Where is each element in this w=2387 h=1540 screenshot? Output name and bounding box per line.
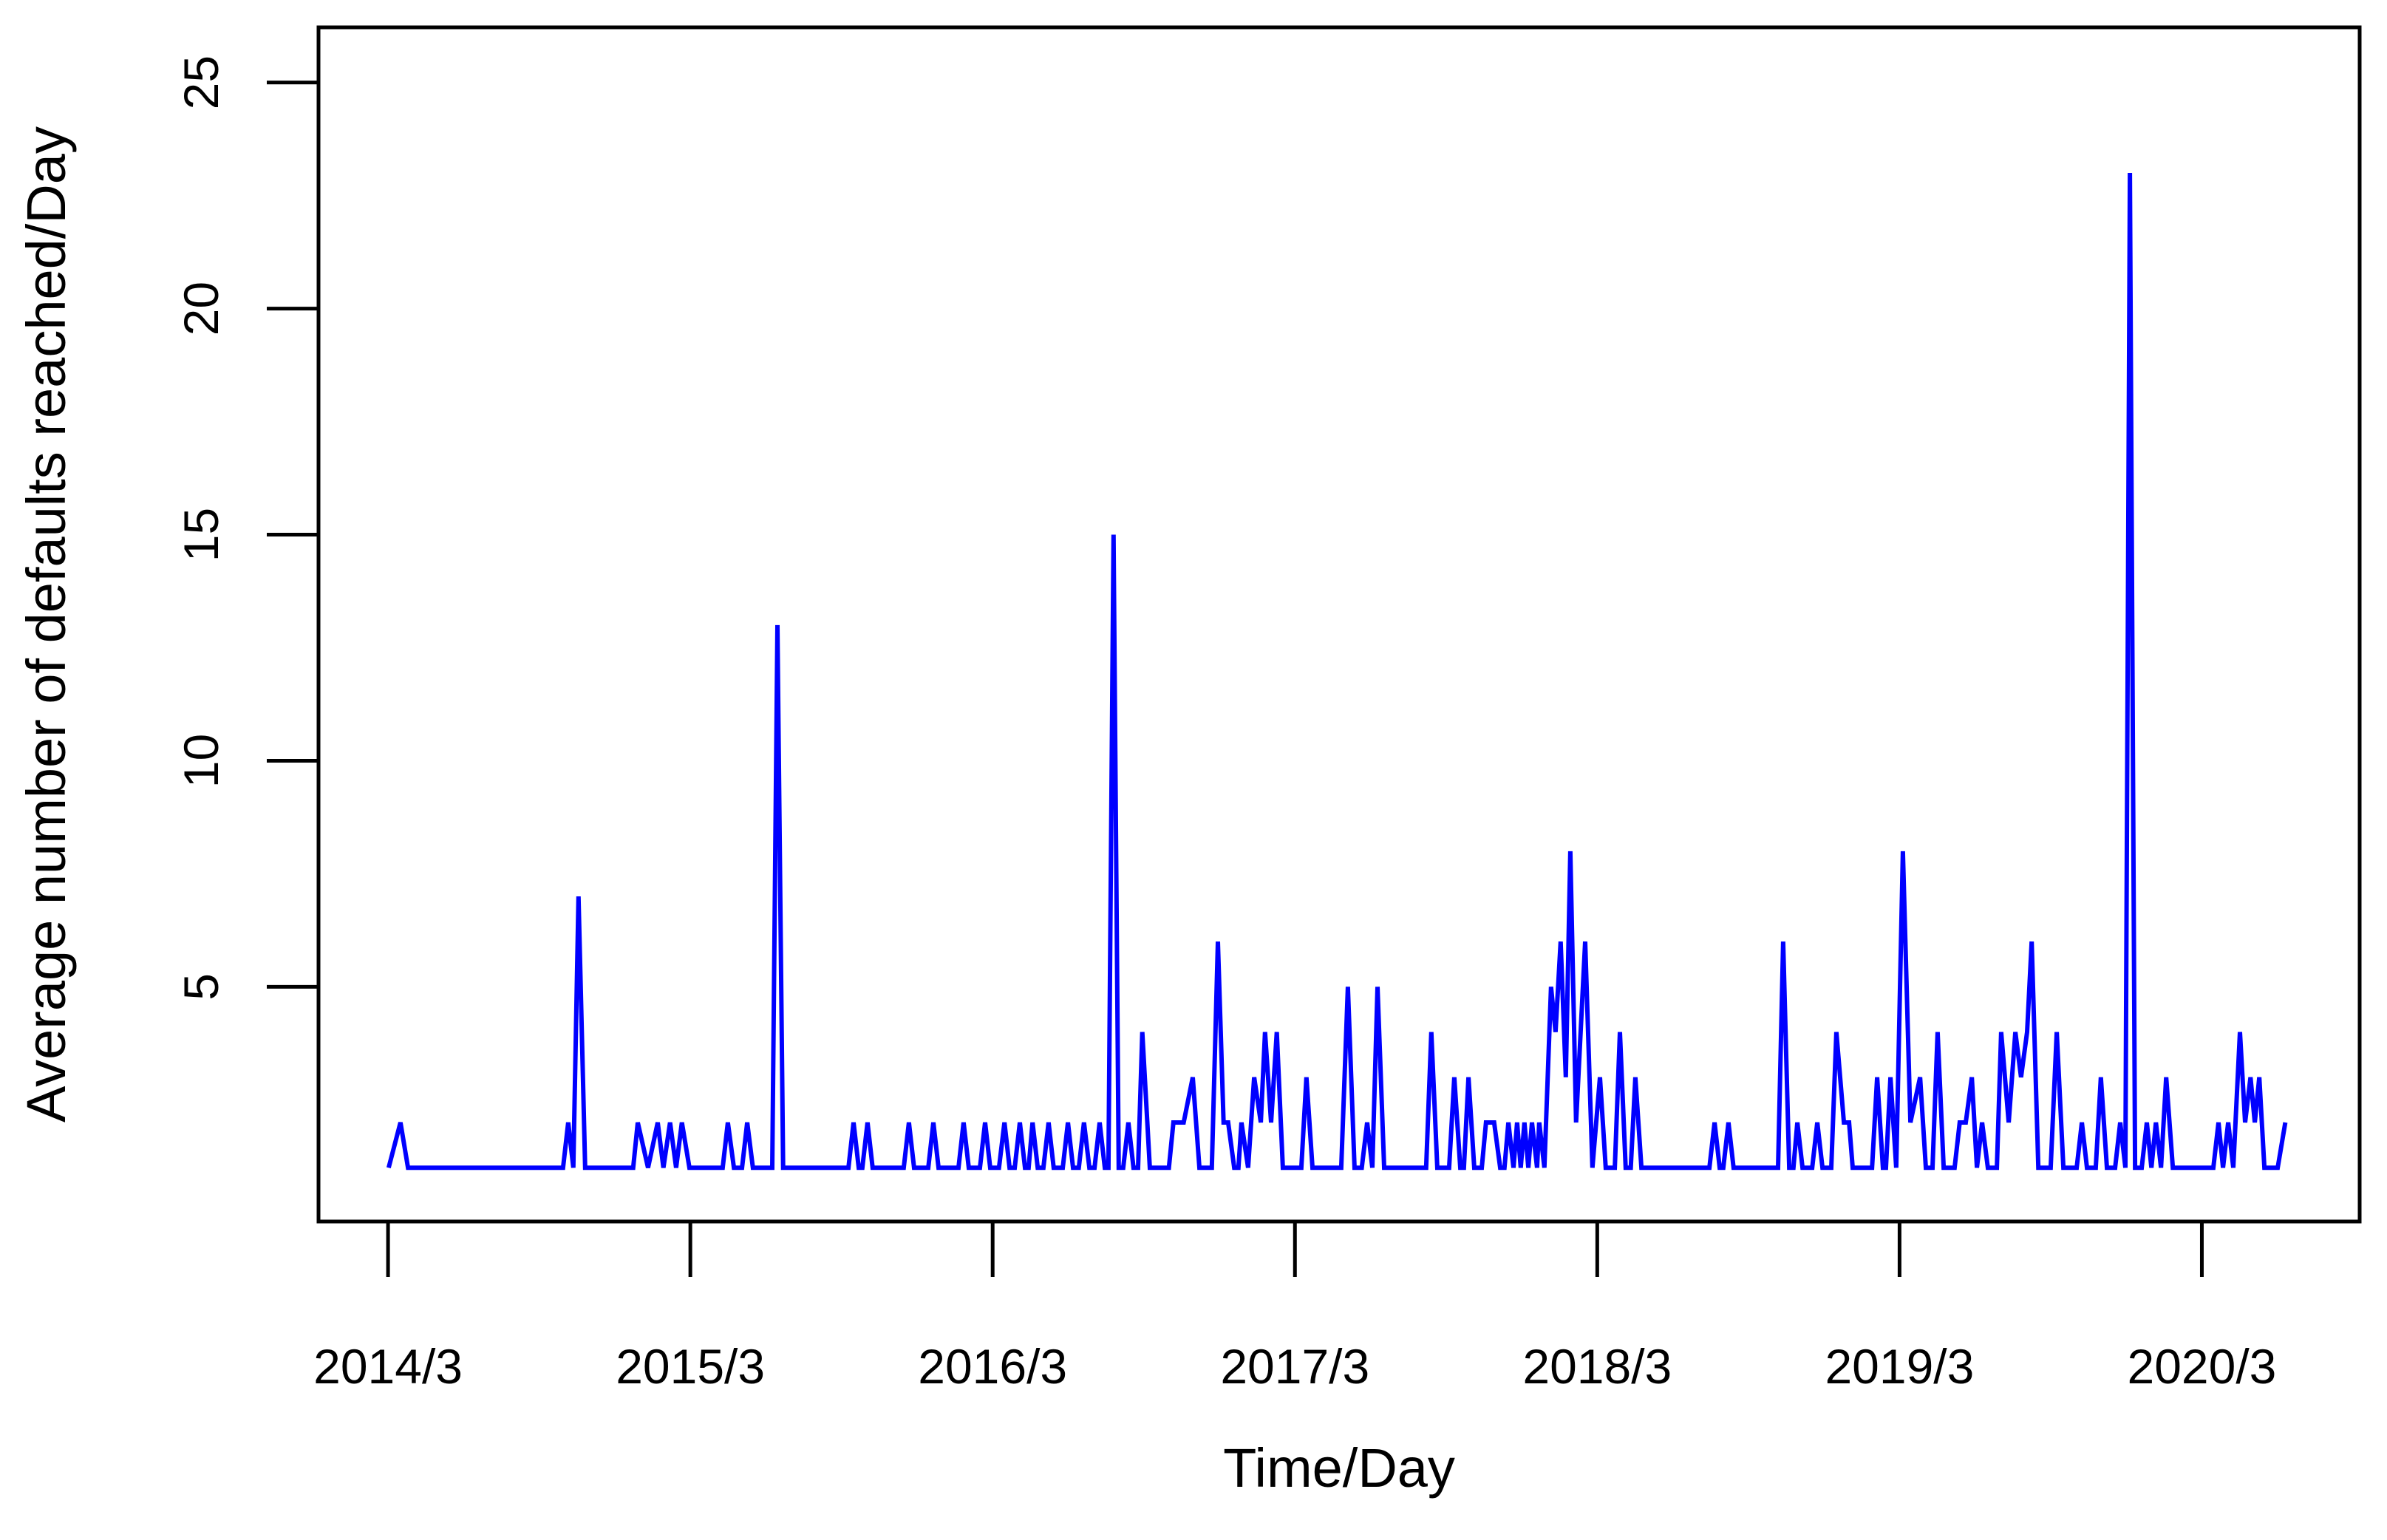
x-tick-label: 2020/3 [2128,1339,2277,1394]
y-tick-label: 20 [174,282,228,335]
x-axis-title: Time/Day [1223,1437,1455,1499]
y-tick-label: 10 [174,734,228,788]
y-tick-label: 25 [174,55,228,109]
x-tick-label: 2018/3 [1522,1339,1672,1394]
x-tick-label: 2019/3 [1825,1339,1974,1394]
y-tick-label: 15 [174,508,228,562]
x-tick-label: 2016/3 [918,1339,1067,1394]
series-line [386,172,2288,1171]
chart-render-layer: 2014/3 2015/3 2016/3 2017/3 2018/3 2019/3 2020… [174,25,2362,1394]
y-tick-label: 5 [174,973,228,1001]
x-tick-label: 2017/3 [1220,1339,1369,1394]
plot-box [316,25,2362,1224]
x-tick-label: 2014/3 [313,1339,463,1394]
x-tick-label: 2015/3 [616,1339,765,1394]
y-axis-title: Average number of defaults reached/Day [16,126,77,1122]
